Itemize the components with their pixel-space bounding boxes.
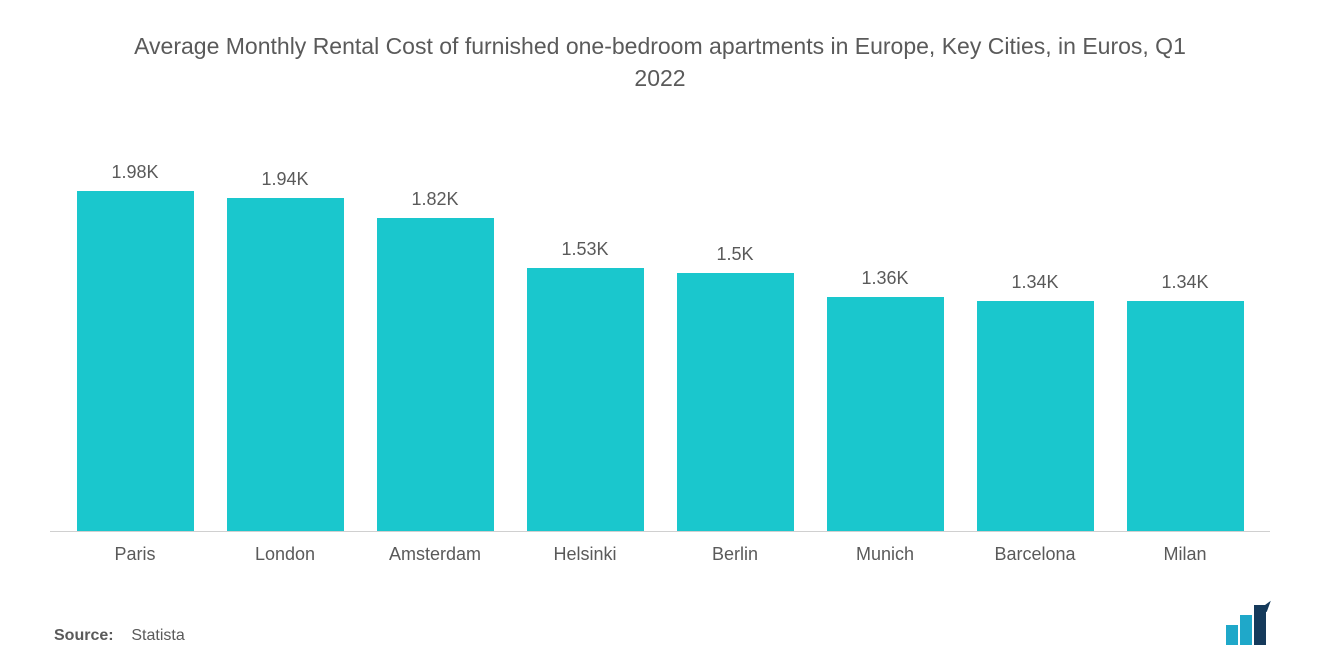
x-axis-label: Amsterdam [360,544,510,565]
plot-area: 1.98K 1.94K 1.82K 1.53K 1.5K 1.36K 1.34K 1.34K [50,144,1270,532]
bar-value-label: 1.53K [561,239,608,260]
bar-value-label: 1.5K [716,244,753,265]
bar [977,301,1094,531]
bar [827,297,944,531]
x-axis-label: Munich [810,544,960,565]
bar-group: 1.5K [660,144,810,531]
source-attribution: Source: Statista [54,627,185,645]
x-axis-label: Helsinki [510,544,660,565]
logo-bar-icon [1240,615,1252,645]
bar [377,218,494,531]
chart-footer: Source: Statista [50,605,1270,645]
bar-group: 1.82K [360,144,510,531]
bar-value-label: 1.34K [1011,272,1058,293]
x-axis-label: Milan [1110,544,1260,565]
brand-logo [1226,605,1266,645]
x-axis-label: Berlin [660,544,810,565]
bar-group: 1.53K [510,144,660,531]
chart-container: Average Monthly Rental Cost of furnished… [0,0,1320,665]
logo-bar-icon [1254,605,1266,645]
chart-title: Average Monthly Rental Cost of furnished… [50,30,1270,94]
x-axis: ParisLondonAmsterdamHelsinkiBerlinMunich… [50,532,1270,565]
bar-value-label: 1.34K [1161,272,1208,293]
x-axis-label: London [210,544,360,565]
bar-value-label: 1.82K [411,189,458,210]
bar [677,273,794,531]
x-axis-label: Paris [60,544,210,565]
source-label: Source: [54,627,114,644]
bar-value-label: 1.94K [261,169,308,190]
bar [527,268,644,531]
bar-group: 1.94K [210,144,360,531]
bar-group: 1.34K [1110,144,1260,531]
bar-value-label: 1.98K [111,162,158,183]
logo-bar-icon [1226,625,1238,645]
bar-value-label: 1.36K [861,268,908,289]
bar-group: 1.34K [960,144,1110,531]
bar [1127,301,1244,531]
bar [77,191,194,531]
bar-group: 1.36K [810,144,960,531]
bar [227,198,344,531]
source-value: Statista [131,627,184,644]
bar-group: 1.98K [60,144,210,531]
x-axis-label: Barcelona [960,544,1110,565]
